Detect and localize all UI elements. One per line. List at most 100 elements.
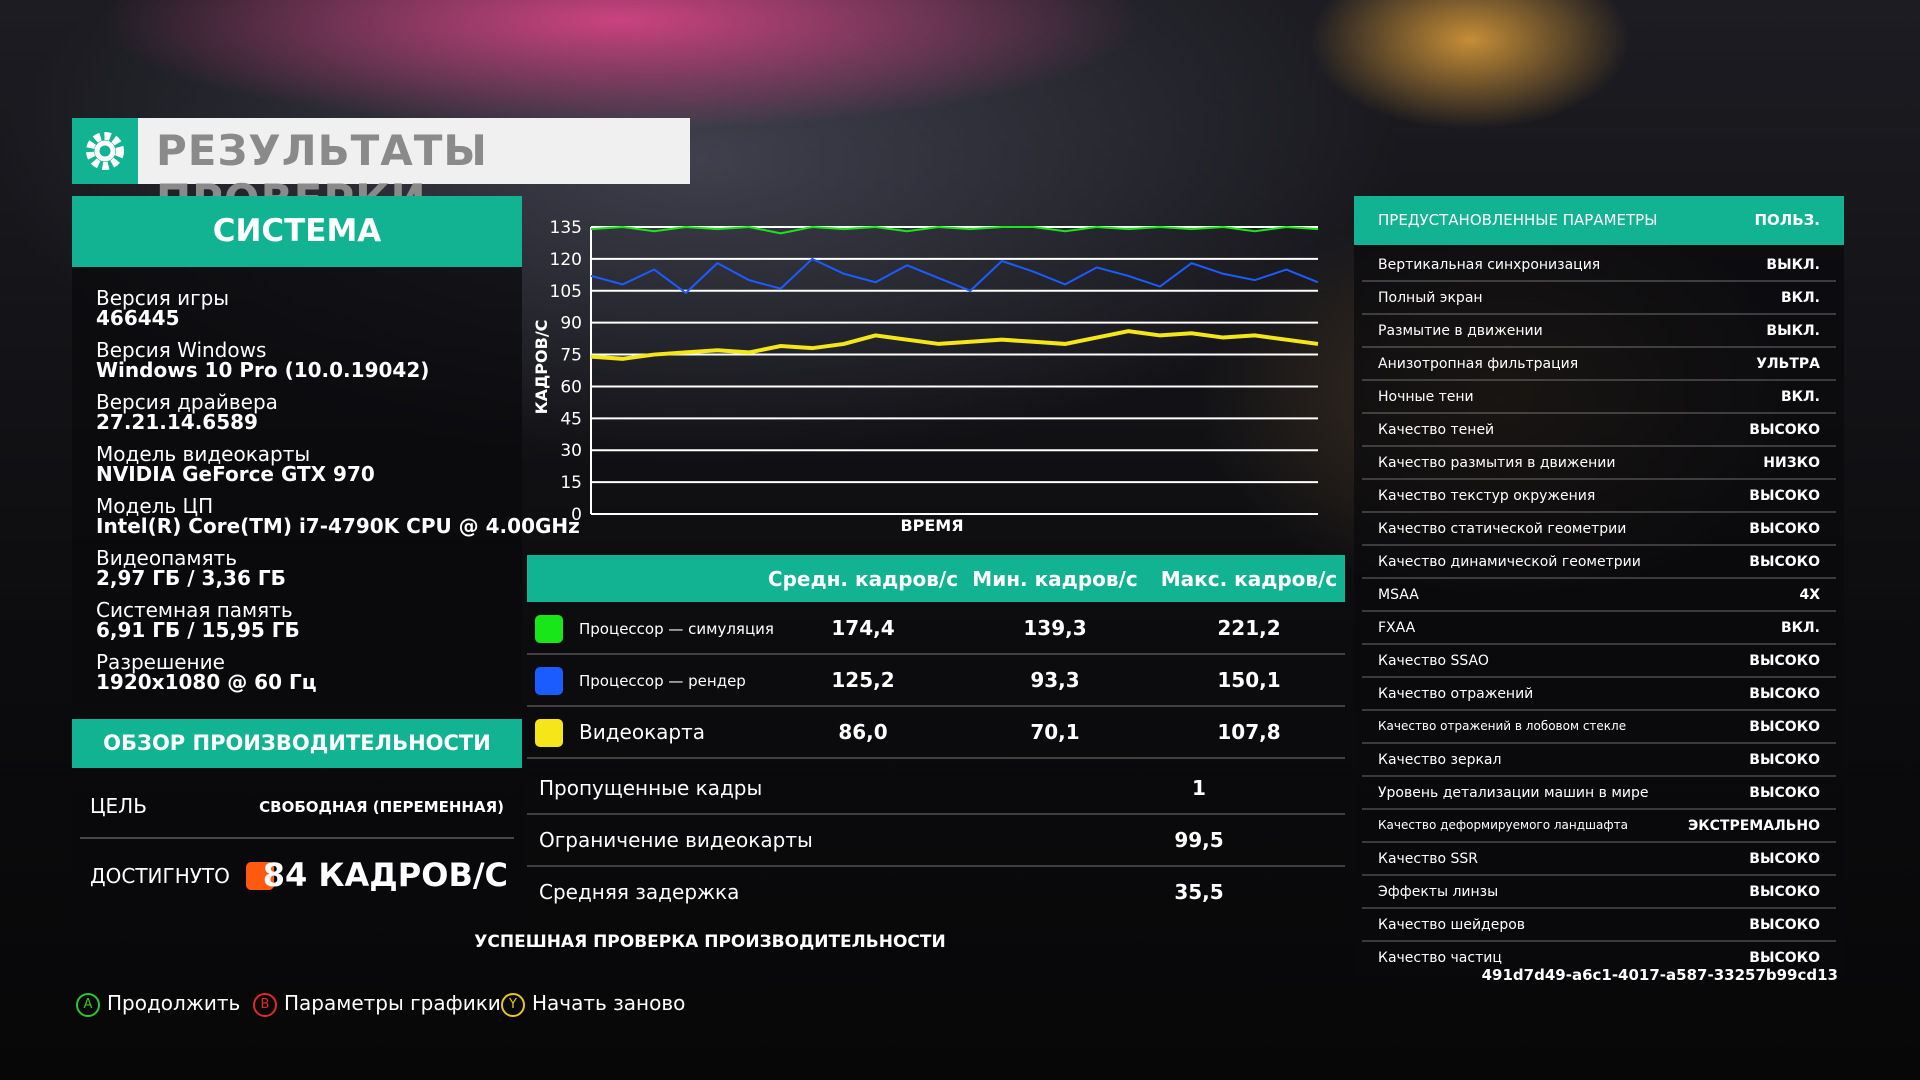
row-divider — [1362, 643, 1836, 645]
stats-extra-value: 35,5 — [1174, 880, 1224, 904]
stats-cell: 174,4 — [831, 616, 895, 640]
setting-value: ВЫСОКО — [1749, 554, 1820, 570]
y-tick-label: 0 — [571, 505, 582, 525]
setting-name: Качество размытия в движении — [1378, 455, 1616, 471]
gear — [86, 132, 124, 170]
system-label: Модель ЦП — [96, 494, 214, 518]
setting-value: ВКЛ. — [1780, 290, 1820, 306]
y-tick-label: 75 — [560, 346, 582, 366]
row-divider — [1362, 478, 1836, 480]
setting-value: ВЫСОКО — [1749, 752, 1820, 768]
setting-name: Эффекты линзы — [1378, 884, 1499, 900]
stats-cell: 139,3 — [1023, 616, 1087, 640]
setting-value: ВЫСОКО — [1749, 719, 1820, 735]
setting-name: Качество отражений — [1378, 686, 1534, 702]
setting-value: ВЫСОКО — [1749, 653, 1820, 669]
row-divider — [1362, 940, 1836, 942]
settings-preset: ПОЛЬЗ. — [1754, 211, 1820, 229]
y-tick-label: 60 — [560, 377, 582, 397]
y-tick-label: 135 — [550, 218, 582, 238]
overview-title: ОБЗОР ПРОИЗВОДИТЕЛЬНОСТИ — [72, 719, 522, 768]
series-line — [590, 225, 1319, 235]
row-divider — [1362, 544, 1836, 546]
setting-value: УЛЬТРА — [1756, 356, 1820, 372]
system-label: Версия игры — [96, 286, 230, 310]
y-tick-label: 105 — [550, 282, 582, 302]
x-axis-label: ВРЕМЯ — [900, 516, 963, 535]
settings-title: ПРЕДУСТАНОВЛЕННЫЕ ПАРАМЕТРЫ — [1378, 211, 1658, 229]
stats-header: Средн. кадров/с Мин. кадров/с Макс. кадров… — [527, 555, 1345, 602]
row-divider — [1362, 610, 1836, 612]
button-key: B — [253, 993, 277, 1017]
row-divider — [1362, 775, 1836, 777]
system-value: 27.21.14.6589 — [96, 410, 258, 434]
system-label: Версия Windows — [96, 338, 267, 362]
y-tick-label: 90 — [560, 314, 582, 334]
stats-extra-label: Средняя задержка — [539, 880, 740, 904]
setting-value: ВЫСОКО — [1749, 884, 1820, 900]
row-divider — [1362, 313, 1836, 315]
system-value: 466445 — [96, 306, 180, 330]
system-value: NVIDIA GeForce GTX 970 — [96, 462, 375, 486]
stats-column-header: Мин. кадров/с — [972, 567, 1138, 591]
y-tick-label: 15 — [560, 473, 582, 493]
button-key: A — [76, 993, 100, 1017]
stats-extra-value: 1 — [1192, 776, 1206, 800]
legend-swatch — [535, 719, 563, 747]
setting-value: ВКЛ. — [1780, 389, 1820, 405]
setting-name: Качество деформируемого ландшафта — [1378, 818, 1628, 832]
setting-value: ВЫСОКО — [1749, 422, 1820, 438]
system-value: Windows 10 Pro (10.0.19042) — [96, 358, 430, 382]
row-divider — [1362, 742, 1836, 744]
settings-header: ПРЕДУСТАНОВЛЕННЫЕ ПАРАМЕТРЫ ПОЛЬЗ. — [1354, 196, 1844, 245]
y-tick-label: 45 — [560, 409, 582, 429]
stats-extra-value: 99,5 — [1174, 828, 1224, 852]
setting-name: Анизотропная фильтрация — [1378, 356, 1579, 372]
row-divider — [527, 865, 1345, 867]
setting-value: НИЗКО — [1763, 455, 1820, 471]
stats-column-header: Средн. кадров/с — [767, 567, 959, 591]
setting-value: ВЫСОКО — [1749, 917, 1820, 933]
row-divider — [1362, 412, 1836, 414]
setting-name: Качество динамической геометрии — [1378, 554, 1641, 570]
row-divider — [1362, 379, 1836, 381]
system-value: 6,91 ГБ / 15,95 ГБ — [96, 618, 300, 642]
setting-name: Качество теней — [1378, 422, 1495, 438]
stats-cell: 125,2 — [831, 668, 895, 692]
setting-name: Качество частиц — [1378, 950, 1502, 966]
achieved-swatch — [246, 862, 274, 890]
system-label: Версия драйвера — [96, 390, 278, 414]
stats-extra-label: Пропущенные кадры — [539, 776, 763, 800]
row-divider — [527, 705, 1345, 707]
y-tick-label: 30 — [560, 441, 582, 461]
overview-value: СВОБОДНАЯ (ПЕРЕМЕННАЯ) — [259, 798, 504, 816]
row-divider — [1362, 841, 1836, 843]
row-divider — [1362, 874, 1836, 876]
stats-row-name: Процессор — рендер — [579, 672, 746, 690]
setting-value: ВКЛ. — [1780, 620, 1820, 636]
system-value: Intel(R) Core(TM) i7-4790K CPU @ 4.00GHz — [96, 514, 580, 538]
row-divider — [1362, 709, 1836, 711]
overview-label: ЦЕЛЬ — [90, 794, 147, 818]
stats-cell: 70,1 — [1030, 720, 1080, 744]
setting-name: Ночные тени — [1378, 389, 1474, 405]
row-divider — [527, 653, 1345, 655]
overview-panel: ОБЗОР ПРОИЗВОДИТЕЛЬНОСТИ ЦЕЛЬ СВОБОДНАЯ (… — [72, 719, 522, 929]
button-label: Продолжить — [107, 991, 241, 1015]
setting-name: Качество статической геометрии — [1378, 521, 1627, 537]
button-key: Y — [501, 993, 525, 1017]
row-divider — [1362, 907, 1836, 909]
stats-cell: 150,1 — [1217, 668, 1281, 692]
gear-icon — [72, 118, 138, 184]
system-value: 1920x1080 @ 60 Гц — [96, 670, 317, 694]
row-divider — [527, 813, 1345, 815]
system-value: 2,97 ГБ / 3,36 ГБ — [96, 566, 286, 590]
session-id: 491d7d49-a6c1-4017-a587-33257b99cd13 — [1481, 966, 1838, 984]
row-divider — [1362, 511, 1836, 513]
row-divider — [1362, 676, 1836, 678]
stats-row-name: Видеокарта — [579, 720, 706, 744]
setting-value: ВЫКЛ. — [1766, 323, 1820, 339]
row-divider — [1362, 577, 1836, 579]
setting-name: Вертикальная синхронизация — [1378, 257, 1601, 273]
setting-value: 4X — [1799, 587, 1820, 603]
